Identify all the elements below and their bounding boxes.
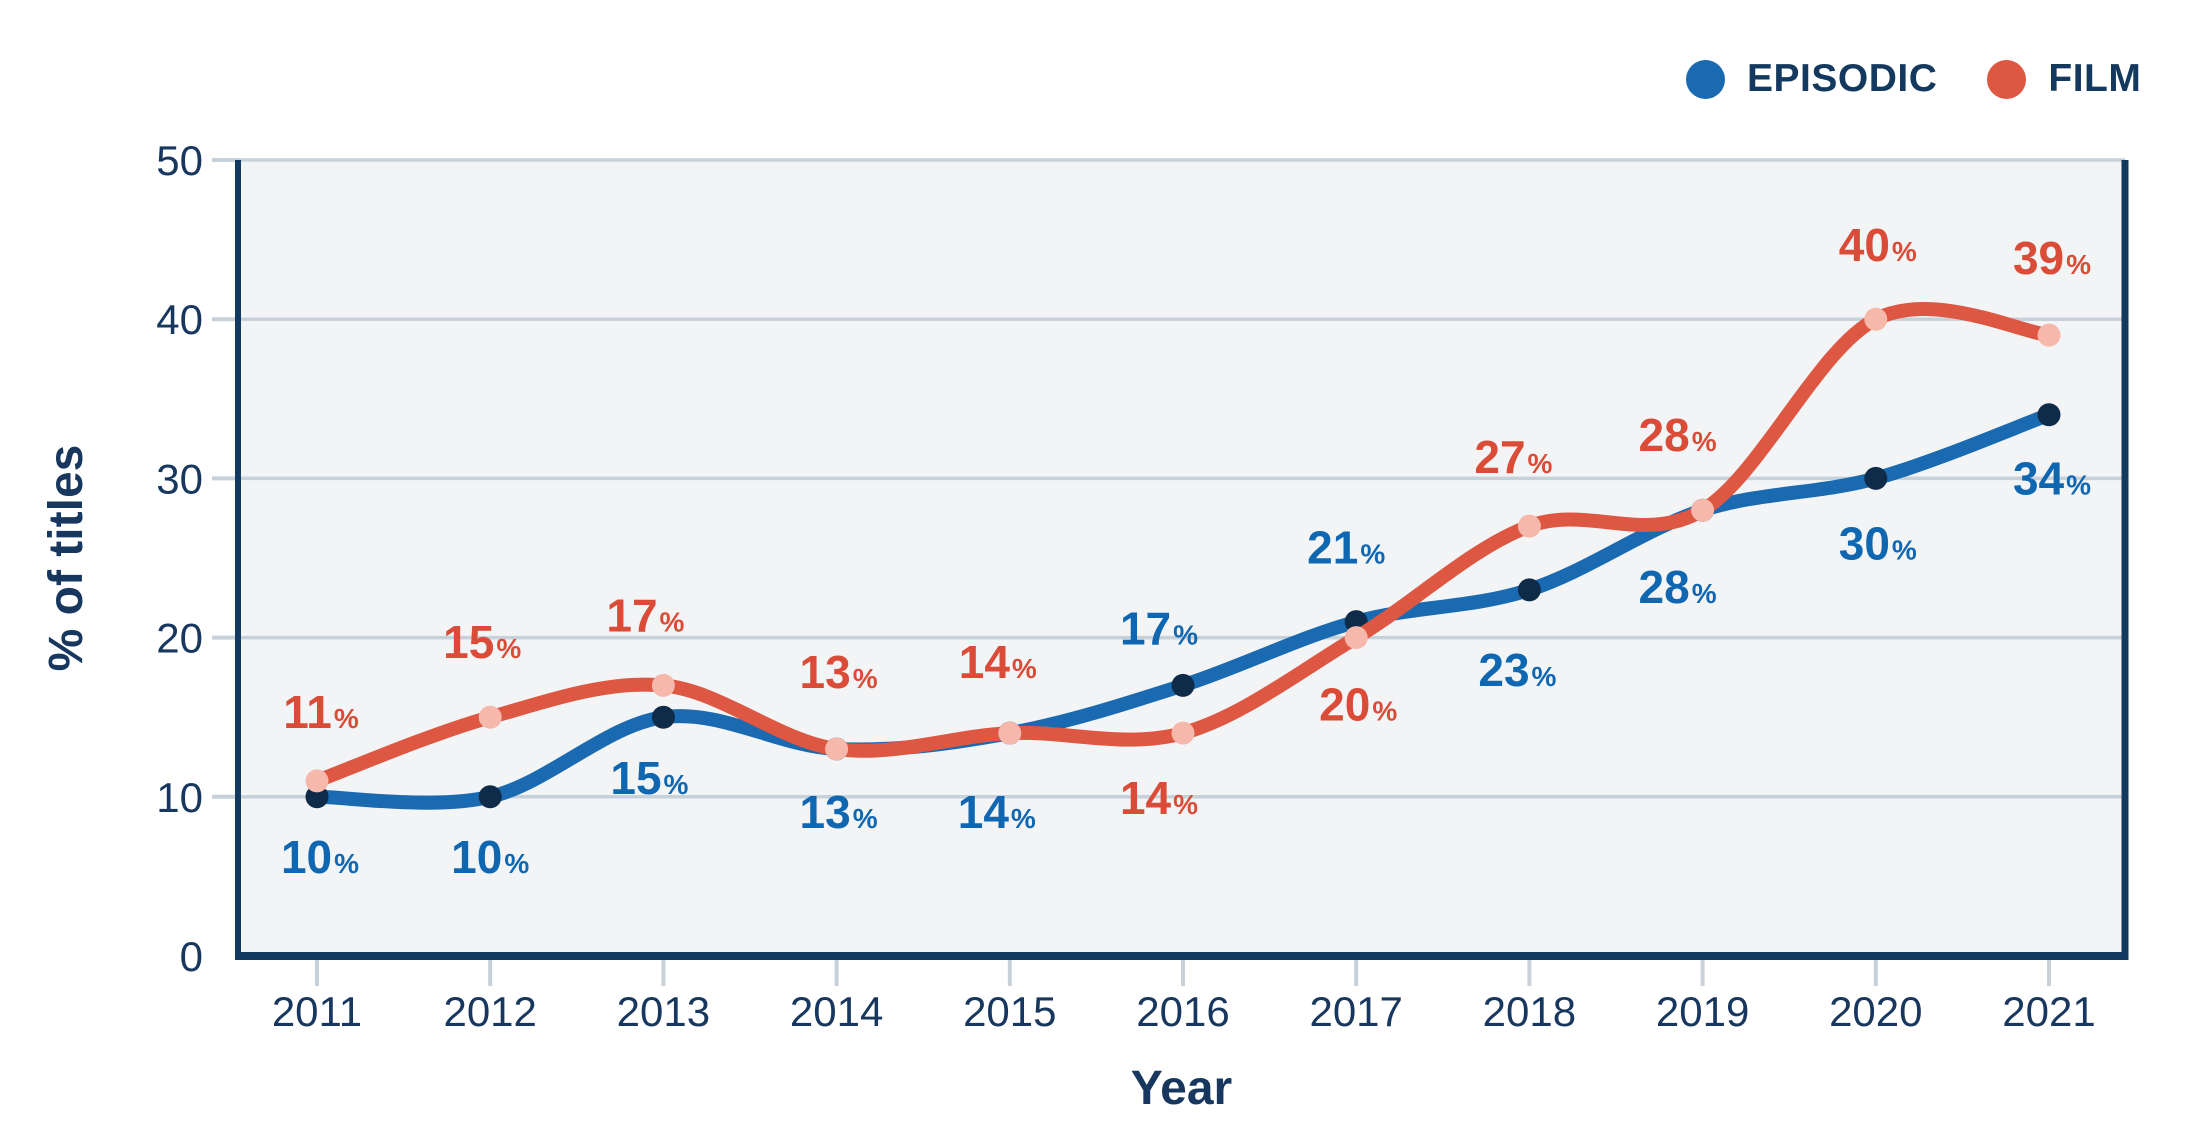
film-value-label-2018: 27%: [1474, 431, 1552, 483]
gridlines: [238, 158, 2125, 799]
episodic-dot-icon: [1686, 59, 1725, 99]
film-point-2017: [1344, 626, 1368, 650]
episodic-value-label-2018: 23%: [1478, 644, 1556, 696]
film-dot-icon: [1987, 59, 2027, 99]
episodic-value-label-2012: 10%: [451, 831, 529, 883]
film-point-2021: [2037, 323, 2061, 347]
film-value-label-2012: 15%: [443, 616, 521, 668]
legend-item-film: FILM: [1987, 57, 2141, 101]
film-value-label-2017: 20%: [1319, 679, 1397, 731]
episodic-point-2013: [651, 705, 675, 729]
y-tick-label: 20: [156, 615, 203, 662]
y-tick-label: 0: [180, 933, 203, 980]
episodic-point-2020: [1864, 466, 1888, 490]
film-value-label-2021: 39%: [2013, 232, 2091, 284]
episodic-point-2012: [478, 785, 502, 809]
film-point-2012: [478, 705, 502, 729]
film-point-2020: [1864, 307, 1888, 331]
axis-borders: [235, 160, 2129, 960]
y-tick-label: 30: [156, 455, 203, 502]
legend-label-film: FILM: [2048, 57, 2142, 100]
x-tick-label: 2011: [272, 988, 362, 1035]
episodic-value-label-2019: 28%: [1639, 561, 1717, 613]
x-tick-label: 2020: [1829, 988, 1922, 1035]
film-point-2015: [998, 721, 1022, 745]
episodic-value-label-2020: 30%: [1839, 517, 1917, 569]
film-value-label-2014: 13%: [800, 646, 878, 698]
y-tick-label: 10: [156, 774, 203, 821]
x-tick-label: 2018: [1483, 988, 1576, 1035]
x-tick-label: 2012: [443, 988, 536, 1035]
x-axis-ticks: 2011 2012 2013 2014 2015 2016 2017 2018 2019 2020…: [272, 960, 2096, 1035]
legend-item-episodic: EPISODIC: [1686, 57, 1937, 101]
episodic-point-2018: [1517, 578, 1541, 602]
episodic-point-2016: [1171, 673, 1195, 697]
film-value-label-2019: 28%: [1639, 409, 1717, 461]
film-value-label-2013: 17%: [606, 589, 684, 641]
x-axis-title: Year: [1131, 1062, 1232, 1115]
film-value-label-2015: 14%: [959, 636, 1037, 688]
episodic-value-label-2021: 34%: [2013, 453, 2091, 505]
film-value-label-2011: 11%: [283, 686, 359, 738]
episodic-value-label-2013: 15%: [610, 752, 688, 804]
legend-label-episodic: EPISODIC: [1747, 57, 1938, 100]
film-point-2013: [651, 673, 675, 697]
y-tick-label: 50: [156, 137, 203, 184]
x-tick-label: 2019: [1656, 988, 1749, 1035]
film-line: [310, 302, 2056, 788]
episodic-point-2011: [305, 785, 329, 809]
x-tick-label: 2015: [963, 988, 1056, 1035]
y-tick-label: 40: [156, 296, 203, 343]
film-point-2016: [1171, 721, 1195, 745]
x-tick-label: 2021: [2002, 988, 2095, 1035]
x-tick-label: 2017: [1309, 988, 1402, 1035]
x-tick-label: 2016: [1136, 988, 1229, 1035]
data-labels: 10% 10% 15% 13% 14% 17% 21% 23% 28% 30% 34% 11% 15% 1…: [281, 219, 2091, 883]
episodic-value-label-2011: 10%: [281, 831, 359, 883]
film-value-label-2020: 40%: [1839, 219, 1917, 271]
film-point-2014: [825, 737, 849, 761]
episodic-value-label-2017: 21%: [1307, 522, 1385, 574]
episodic-value-label-2016: 17%: [1120, 602, 1198, 654]
plot-area: [238, 160, 2125, 956]
film-point-2011: [305, 769, 329, 793]
y-axis-ticks: 0 10 20 30 40 50: [156, 137, 238, 980]
film-value-label-2016: 14%: [1120, 772, 1198, 824]
film-point-2018: [1517, 514, 1541, 538]
x-tick-label: 2014: [790, 988, 883, 1035]
legend: EPISODIC FILM: [1686, 57, 2141, 101]
episodic-value-label-2014: 13%: [800, 786, 878, 838]
y-axis-title: % of titles: [40, 445, 93, 672]
x-tick-label: 2013: [617, 988, 710, 1035]
episodic-value-label-2015: 14%: [958, 786, 1036, 838]
film-point-2019: [1691, 498, 1715, 522]
data-series: [305, 302, 2061, 810]
episodic-point-2021: [2037, 403, 2061, 427]
